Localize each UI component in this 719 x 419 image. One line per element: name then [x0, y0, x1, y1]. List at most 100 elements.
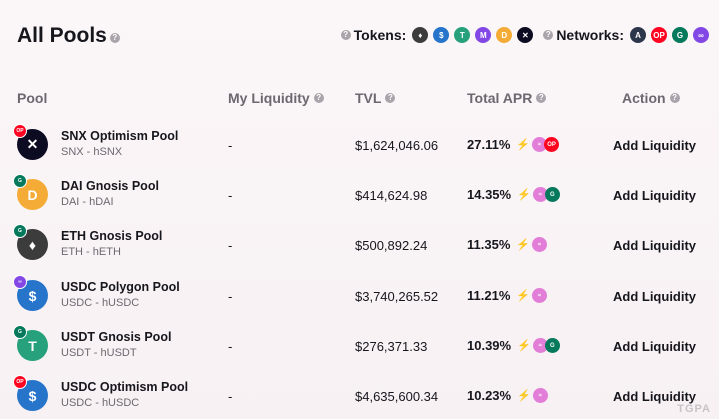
dai-icon[interactable]: D — [496, 27, 513, 43]
help-icon[interactable]: ? — [109, 33, 120, 43]
gnosis-icon[interactable]: G — [672, 27, 688, 43]
help-icon[interactable]: ? — [543, 30, 554, 40]
apr-value: 14.35% — [467, 187, 512, 202]
eth-icon[interactable]: ♦ — [412, 27, 429, 43]
tvl-value: $1,624,046.06 — [355, 138, 439, 153]
tvl-value: $4,635,600.34 — [355, 389, 439, 404]
table-row[interactable]: $ ∞ USDC Polygon Pool USDC - hUSDC - $3,… — [0, 271, 719, 321]
hop-icon: ≈ — [532, 338, 548, 353]
add-liquidity-button[interactable]: Add Liquidity — [613, 238, 697, 253]
add-liquidity-button[interactable]: Add Liquidity — [613, 138, 697, 153]
filters: ? Tokens: ♦ $ T M D ✕ ? Networks: A OP G ∞ — [340, 27, 709, 43]
gnosis-icon: G — [13, 174, 27, 188]
help-icon[interactable]: ? — [536, 93, 547, 103]
total-apr: 14.35% ⚡ ≈ G — [467, 187, 560, 202]
usdt-icon: T G — [13, 325, 48, 361]
token-glyph: ✕ — [26, 136, 39, 152]
help-icon[interactable]: ? — [340, 30, 351, 40]
polygon-icon[interactable]: ∞ — [693, 27, 709, 43]
lightning-icon: ⚡ — [517, 340, 531, 352]
add-liquidity-button[interactable]: Add Liquidity — [613, 389, 697, 404]
token-filter-chips: ♦ $ T M D ✕ — [412, 27, 534, 43]
usdt-icon[interactable]: T — [454, 27, 471, 43]
my-liquidity-value: - — [228, 188, 233, 203]
reward-tokens: ≈ — [532, 288, 548, 303]
total-apr: 11.35% ⚡ ≈ — [467, 237, 548, 252]
tvl-value: $276,371.33 — [355, 339, 428, 354]
total-apr: 11.21% ⚡ ≈ — [467, 288, 548, 303]
header-my-liquidity: My Liquidity ? — [228, 90, 324, 106]
token-glyph: $ — [28, 387, 37, 404]
apr-value: 11.21% — [467, 288, 511, 303]
help-icon[interactable]: ? — [669, 93, 680, 103]
snx-icon[interactable]: ✕ — [517, 27, 534, 43]
table-row[interactable]: ✕ OP SNX Optimism Pool SNX - hSNX - $1,6… — [0, 120, 719, 170]
my-liquidity-value: - — [228, 238, 233, 253]
hop-icon: ≈ — [532, 237, 548, 252]
gnosis-icon: G — [544, 187, 560, 202]
reward-tokens: ≈ G — [532, 338, 560, 353]
reward-tokens: ≈ OP — [532, 137, 560, 152]
optimism-icon[interactable]: OP — [651, 27, 667, 43]
header-tvl-label: TVL — [355, 90, 382, 106]
help-icon[interactable]: ? — [313, 93, 324, 103]
hop-icon: ≈ — [532, 388, 548, 403]
pool-pair: DAI - hDAI — [61, 196, 114, 208]
apr-value: 10.23% — [467, 388, 512, 403]
reward-tokens: ≈ G — [532, 187, 560, 202]
watermark: TGPA — [677, 403, 711, 415]
add-liquidity-button[interactable]: Add Liquidity — [613, 289, 697, 304]
total-apr: 10.23% ⚡ ≈ — [467, 388, 548, 403]
my-liquidity-value: - — [228, 389, 233, 404]
tvl-value: $500,892.24 — [355, 238, 428, 253]
table-row[interactable]: D G DAI Gnosis Pool DAI - hDAI - $414,62… — [0, 170, 719, 220]
total-apr: 10.39% ⚡ ≈ G — [467, 338, 560, 353]
pool-name: USDC Polygon Pool — [61, 280, 180, 294]
table-row[interactable]: T G USDT Gnosis Pool USDT - hUSDT - $276… — [0, 321, 719, 371]
header-action: Action ? — [622, 90, 680, 106]
hop-icon: ≈ — [532, 137, 548, 152]
apr-value: 11.35% — [467, 237, 511, 252]
tokens-filter-label: ? Tokens: — [340, 27, 407, 43]
networks-filter-label: ? Networks: — [543, 27, 624, 43]
help-icon[interactable]: ? — [385, 93, 396, 103]
add-liquidity-button[interactable]: Add Liquidity — [613, 339, 697, 354]
pool-name: DAI Gnosis Pool — [61, 179, 159, 193]
header: All Pools ? ? Tokens: ♦ $ T M D ✕ ? Networks:… — [0, 0, 719, 70]
table-row[interactable]: $ OP USDC Optimism Pool USDC - hUSDC - $… — [0, 371, 719, 419]
my-liquidity-value: - — [228, 339, 233, 354]
table-row[interactable]: ♦ G ETH Gnosis Pool ETH - hETH - $500,89… — [0, 220, 719, 270]
page-title-text: All Pools — [17, 24, 107, 47]
header-pool-label: Pool — [17, 90, 48, 106]
tvl-value: $3,740,265.52 — [355, 289, 439, 304]
usdc-icon: $ OP — [13, 375, 48, 411]
lightning-icon: ⚡ — [516, 239, 531, 251]
pool-name: ETH Gnosis Pool — [61, 229, 163, 243]
header-total-apr-label: Total APR — [467, 90, 533, 106]
header-tvl: TVL ? — [355, 90, 396, 106]
networks-label: Networks: — [556, 27, 624, 43]
total-apr: 27.11% ⚡ ≈ OP — [467, 137, 560, 152]
header-my-liquidity-label: My Liquidity — [228, 90, 310, 106]
usdc-icon: $ ∞ — [13, 275, 48, 311]
add-liquidity-button[interactable]: Add Liquidity — [613, 188, 697, 203]
dai-icon: D G — [13, 174, 48, 210]
token-glyph: T — [28, 337, 37, 354]
usdc-icon[interactable]: $ — [433, 27, 450, 43]
pool-name: USDT Gnosis Pool — [61, 330, 172, 344]
hop-icon: ≈ — [532, 288, 548, 303]
arbitrum-icon[interactable]: A — [630, 27, 646, 43]
eth-icon: ♦ G — [13, 224, 48, 260]
reward-tokens: ≈ — [532, 237, 548, 252]
network-filter-chips: A OP G ∞ — [630, 27, 709, 43]
pool-pair: SNX - hSNX — [61, 146, 123, 158]
lightning-icon: ⚡ — [517, 390, 531, 402]
pool-pair: USDT - hUSDT — [61, 347, 137, 359]
apr-value: 10.39% — [467, 338, 512, 353]
matic-icon[interactable]: M — [475, 27, 492, 43]
token-glyph: ♦ — [28, 236, 37, 253]
lightning-icon: ⚡ — [516, 290, 531, 302]
table-header: Pool My Liquidity ? TVL ? Total APR ? Ac… — [0, 90, 719, 112]
tokens-label: Tokens: — [353, 27, 407, 43]
